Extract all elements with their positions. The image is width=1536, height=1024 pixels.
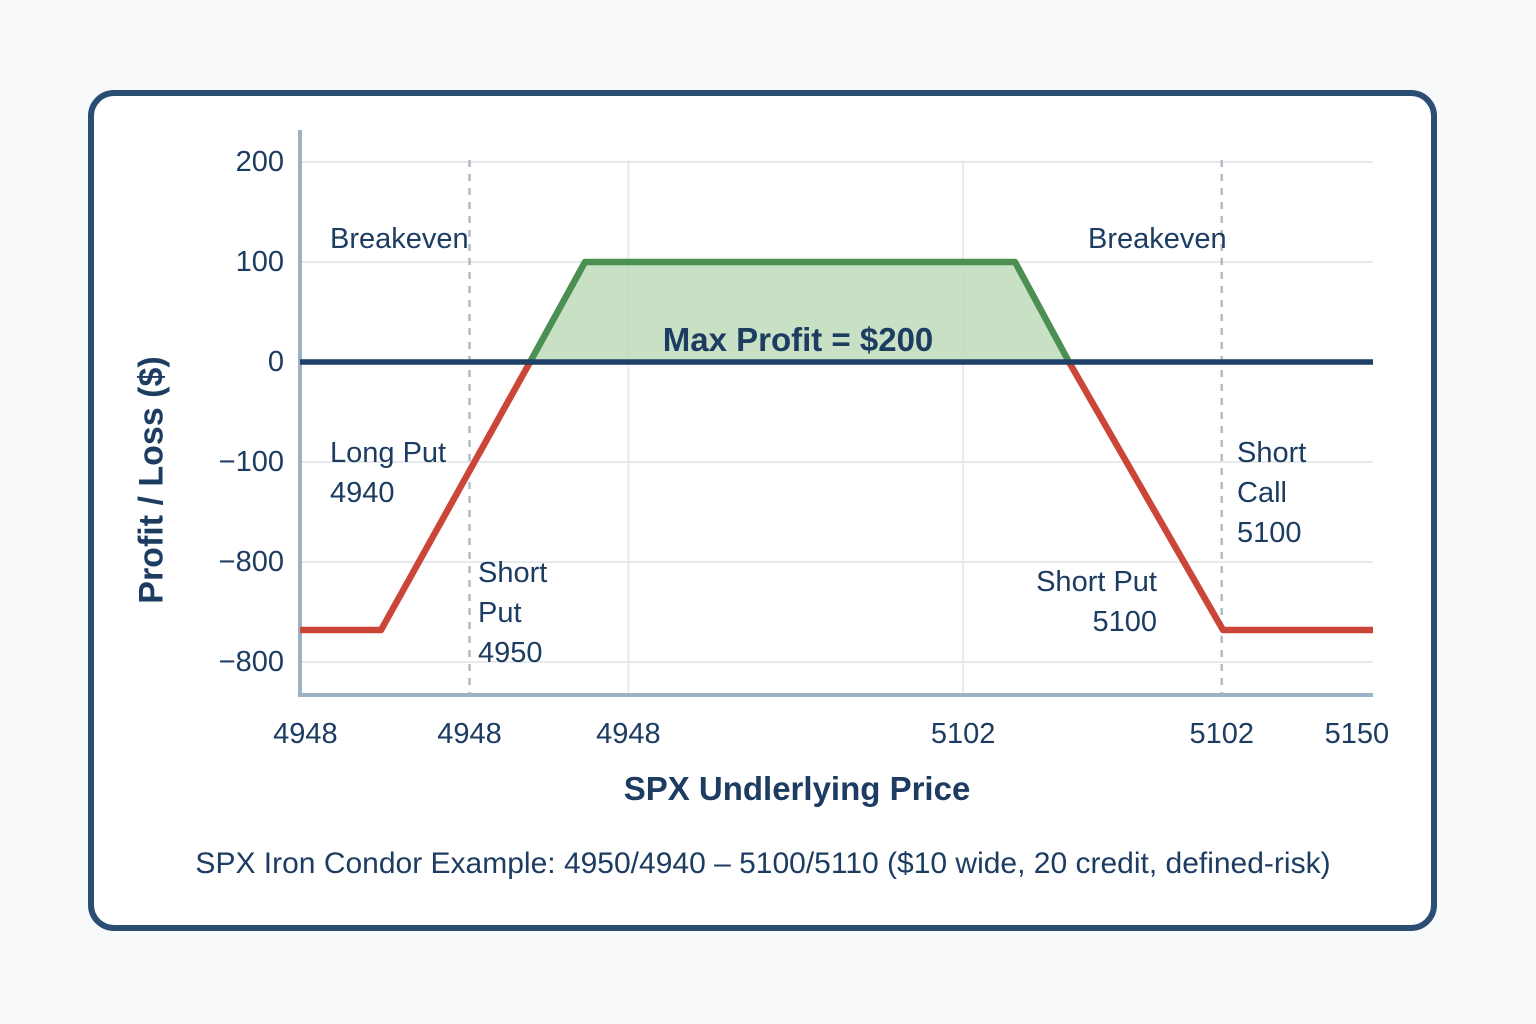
- x-tick-label-5: 5150: [1324, 718, 1390, 750]
- max-profit-label-line-0: Max Profit = $200: [662, 321, 934, 358]
- short-call-label: Short Call 5100: [1237, 433, 1306, 553]
- short-call-label-line-2: 5100: [1237, 517, 1302, 549]
- chart-caption: SPX Iron Condor Example: 4950/4940 – 510…: [195, 847, 1331, 880]
- breakeven-left-label-line-0: Breakeven: [330, 223, 469, 255]
- y-tick-label-3: −100: [218, 446, 284, 478]
- x-tick-label-1: 4948: [437, 718, 502, 750]
- long-put-label: Long Put 4940: [330, 433, 446, 513]
- short-call-label-line-1: Call: [1237, 477, 1287, 509]
- short-put-left-label-line-2: 4950: [478, 637, 543, 669]
- payoff-segment-loss-right: [1066, 360, 1373, 634]
- card: [88, 90, 1437, 931]
- short-put-right-label-line-1: 5100: [1092, 606, 1157, 638]
- x-tick-label-3: 5102: [930, 718, 996, 750]
- short-put-left-label-line-0: Short: [478, 557, 548, 589]
- payoff-segment-max-profit-zone: [527, 258, 1072, 364]
- short-put-left-label-line-1: Put: [478, 597, 522, 629]
- long-put-label-line-0: Long Put: [330, 437, 447, 469]
- x-tick-label-4: 5102: [1189, 718, 1254, 750]
- y-tick-label-1: 100: [235, 246, 284, 278]
- long-put-label-line-1: 4940: [330, 477, 395, 509]
- short-put-right-label: Short Put 5100: [1036, 562, 1157, 642]
- breakeven-right-label: Breakeven: [1088, 219, 1227, 259]
- short-put-left-label: Short Put 4950: [478, 553, 547, 673]
- y-tick-label-4: −800: [218, 546, 284, 578]
- y-tick-label-2: 0: [267, 346, 284, 378]
- y-tick-label-0: 200: [235, 146, 284, 178]
- max-profit-label: Max Profit = $200: [663, 320, 934, 360]
- x-tick-label-0: 4948: [273, 718, 338, 750]
- short-put-right-label-line-0: Short Put: [1036, 566, 1157, 598]
- breakeven-right-label-line-0: Breakeven: [1088, 223, 1227, 255]
- payoff-segment-loss-left: [300, 360, 533, 634]
- x-axis-title: SPX Undlerlying Price: [623, 770, 971, 807]
- y-tick-label-5: −800: [218, 646, 284, 678]
- x-tick-label-2: 4948: [596, 718, 661, 750]
- short-call-label-line-0: Short: [1237, 437, 1307, 469]
- breakeven-left-label: Breakeven: [330, 219, 469, 259]
- max-profit-fill: [530, 262, 1070, 362]
